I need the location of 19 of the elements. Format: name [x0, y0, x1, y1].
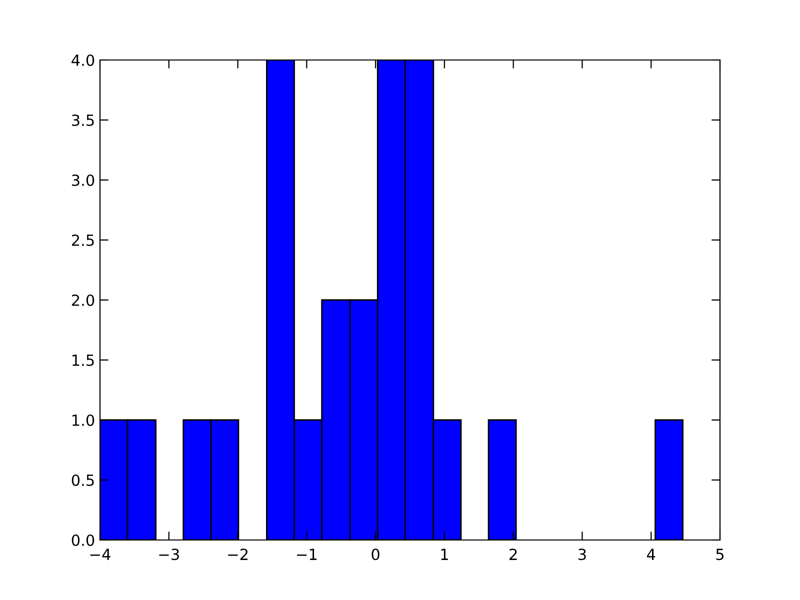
y-tick-label: 0.5 — [72, 474, 94, 486]
x-tick-label: 1 — [441, 548, 448, 560]
y-tick-label: 4.0 — [72, 54, 94, 66]
y-tick-label: 0.0 — [72, 534, 94, 546]
x-tick-label: 0 — [372, 548, 380, 560]
x-tick-label: 2 — [510, 548, 517, 560]
y-tick-label: 3.5 — [72, 114, 94, 126]
y-tick-label: 1.0 — [72, 414, 94, 426]
y-tick-label: 2.5 — [72, 234, 94, 246]
x-tick-label: −4 — [90, 548, 110, 560]
x-tick-label: −1 — [297, 548, 317, 560]
y-tick-label: 3.0 — [72, 174, 94, 186]
x-tick-label: −2 — [228, 548, 248, 560]
x-tick-label: 4 — [647, 548, 656, 560]
y-tick-label: 2.0 — [72, 294, 94, 306]
x-tick-label: −3 — [159, 548, 179, 560]
x-tick-label: 5 — [716, 548, 724, 560]
y-tick-label: 1.5 — [72, 354, 94, 366]
x-tick-label: 3 — [578, 548, 586, 560]
